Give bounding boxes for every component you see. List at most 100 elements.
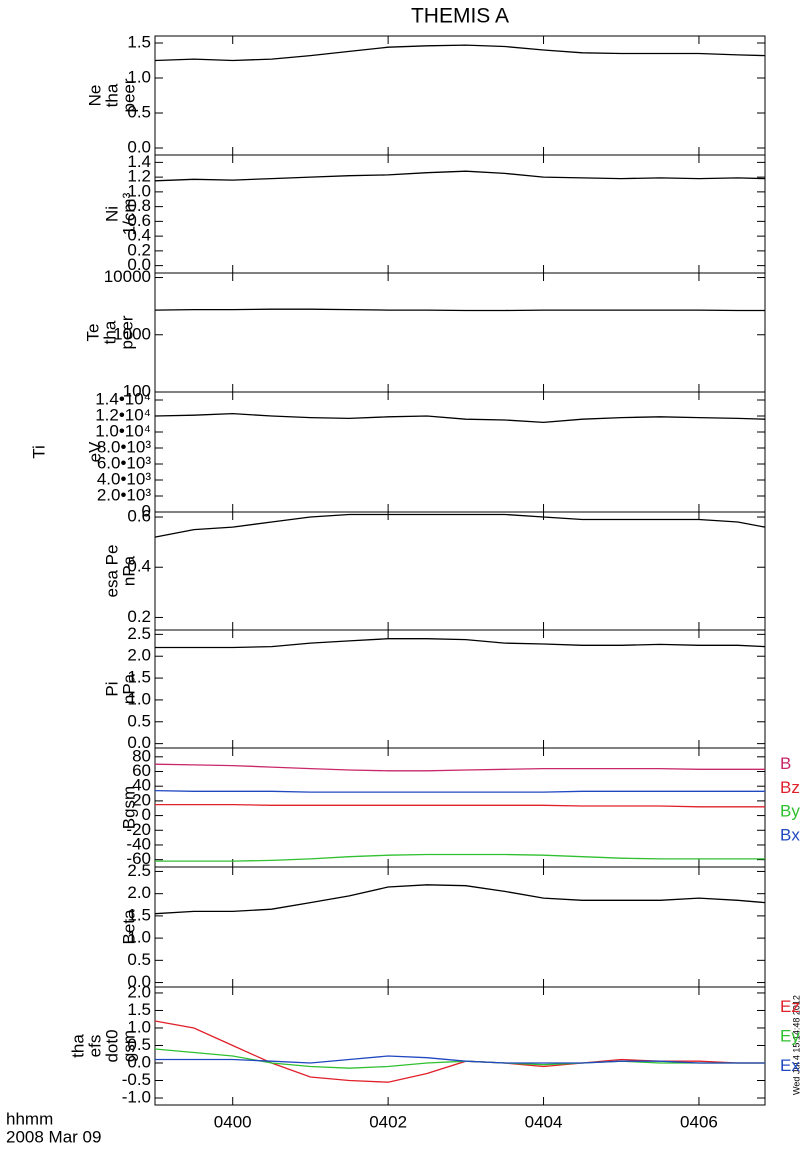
y-tick-label: 1.2•10⁴ xyxy=(95,405,151,424)
data-line xyxy=(154,1020,765,1083)
data-line xyxy=(154,513,766,538)
y-tick-label: 1.4•10⁴ xyxy=(95,389,151,408)
y-label: nPa xyxy=(119,673,138,704)
y-tick-label: 2.5 xyxy=(127,624,151,643)
y-tick-label: 1.5 xyxy=(127,668,151,687)
y-tick-label: 1.0 xyxy=(127,1017,151,1036)
y-tick-label: 60 xyxy=(132,761,151,780)
y-tick-label: 0.0 xyxy=(127,255,151,274)
y-tick-label: 0.0 xyxy=(127,137,151,156)
y-label: efs xyxy=(85,1035,104,1058)
legend-label: Ex xyxy=(780,1056,800,1075)
legend-label: Bz xyxy=(780,778,800,797)
legend-label: Bx xyxy=(780,826,800,845)
y-tick-label: 2.0 xyxy=(127,982,151,1001)
legend-label: B xyxy=(780,754,791,773)
legend-label: By xyxy=(780,802,800,821)
y-tick-label: 1.5 xyxy=(127,1000,151,1019)
data-line xyxy=(155,638,766,649)
y-tick-label: 0.5 xyxy=(127,1035,151,1054)
y-label: tha xyxy=(68,1034,87,1058)
y-tick-label: 2.0 xyxy=(127,883,151,902)
data-line xyxy=(154,170,766,182)
y-label: 1/cm³ xyxy=(119,192,138,235)
panel-frame xyxy=(154,511,766,631)
y-tick-label: 1.0 xyxy=(127,689,151,708)
y-tick-label: 40 xyxy=(132,776,151,795)
y-tick-label: 2.0 xyxy=(127,646,151,665)
x-tick-label: 0406 xyxy=(680,1112,718,1131)
y-label: Ti xyxy=(29,445,48,459)
y-tick-label: 0.5 xyxy=(127,950,151,969)
timestamp: Wed Jul 4 15:14:48 2012 xyxy=(791,995,801,1095)
data-line xyxy=(154,884,766,915)
data-line xyxy=(154,44,766,62)
y-tick-label: 1.0 xyxy=(127,928,151,947)
y-label: Bgsm xyxy=(119,786,138,829)
y-tick-label: -0.5 xyxy=(122,1070,151,1089)
y-tick-label: 0.0 xyxy=(127,733,151,752)
y-label: esa Pe xyxy=(102,545,121,598)
y-tick-label: 0.2 xyxy=(127,240,151,259)
y-tick-label: -40 xyxy=(126,834,151,853)
y-tick-label: 1.0 xyxy=(127,67,151,86)
panel-frame xyxy=(154,272,766,393)
y-tick-label: 1000 xyxy=(113,324,151,343)
data-line xyxy=(155,1055,765,1064)
data-line xyxy=(155,803,765,808)
panel-frame xyxy=(154,154,766,274)
y-label: Ni xyxy=(102,206,121,222)
y-tick-label: 1.0 xyxy=(127,181,151,200)
data-line xyxy=(154,308,765,312)
y-tick-label: 10000 xyxy=(104,267,151,286)
x-tick-label: 0402 xyxy=(369,1112,407,1131)
y-tick-label: 0.4 xyxy=(127,226,151,245)
y-tick-label: -60 xyxy=(126,849,151,868)
chart-title: THEMIS A xyxy=(411,5,509,28)
y-label: nPa xyxy=(119,555,138,586)
y-tick-label: 0 xyxy=(142,501,151,520)
y-tick-label: 2.0•10³ xyxy=(97,485,151,504)
y-tick-label: 0.6 xyxy=(127,507,151,526)
x-label: 2008 Mar 09 xyxy=(6,1127,101,1146)
data-line xyxy=(155,853,765,862)
y-label: tha xyxy=(100,320,119,344)
data-line xyxy=(154,412,766,424)
data-line xyxy=(154,789,765,793)
y-tick-label: 0.4 xyxy=(127,557,151,576)
y-tick-label: 0.0 xyxy=(127,1052,151,1071)
y-label: Ne xyxy=(85,85,104,107)
y-tick-label: 2.5 xyxy=(127,861,151,880)
panel-frame xyxy=(154,986,766,1106)
y-tick-label: 4.0•10³ xyxy=(97,469,151,488)
y-tick-label: 0 xyxy=(142,805,151,824)
data-line xyxy=(154,763,765,772)
y-tick-label: 0.5 xyxy=(127,711,151,730)
y-label: Pi xyxy=(102,681,121,696)
y-tick-label: -1.0 xyxy=(122,1087,151,1106)
y-label: Te xyxy=(83,324,102,342)
x-label: hhmm xyxy=(6,1109,53,1128)
y-tick-label: -20 xyxy=(126,820,151,839)
y-label: Beta xyxy=(119,909,138,945)
panel-frame xyxy=(154,391,766,513)
x-tick-label: 0404 xyxy=(525,1112,563,1131)
y-tick-label: 20 xyxy=(132,790,151,809)
x-tick-label: 0400 xyxy=(214,1112,252,1131)
legend-label: Ez xyxy=(780,997,800,1016)
y-tick-label: 1.5 xyxy=(127,32,151,51)
y-tick-label: 0.2 xyxy=(127,607,151,626)
y-tick-label: 1.4 xyxy=(127,152,151,171)
y-label: gsm xyxy=(119,1030,138,1062)
y-label: peer xyxy=(119,78,138,112)
y-tick-label: 0.0 xyxy=(127,972,151,991)
y-tick-label: 1.5 xyxy=(127,905,151,924)
y-tick-label: 8.0•10³ xyxy=(97,437,151,456)
y-tick-label: 0.8 xyxy=(127,196,151,215)
y-tick-label: 6.0•10³ xyxy=(97,453,151,472)
y-label: dot0 xyxy=(102,1029,121,1062)
y-tick-label: 0.5 xyxy=(127,102,151,121)
y-label: eV xyxy=(85,441,104,462)
